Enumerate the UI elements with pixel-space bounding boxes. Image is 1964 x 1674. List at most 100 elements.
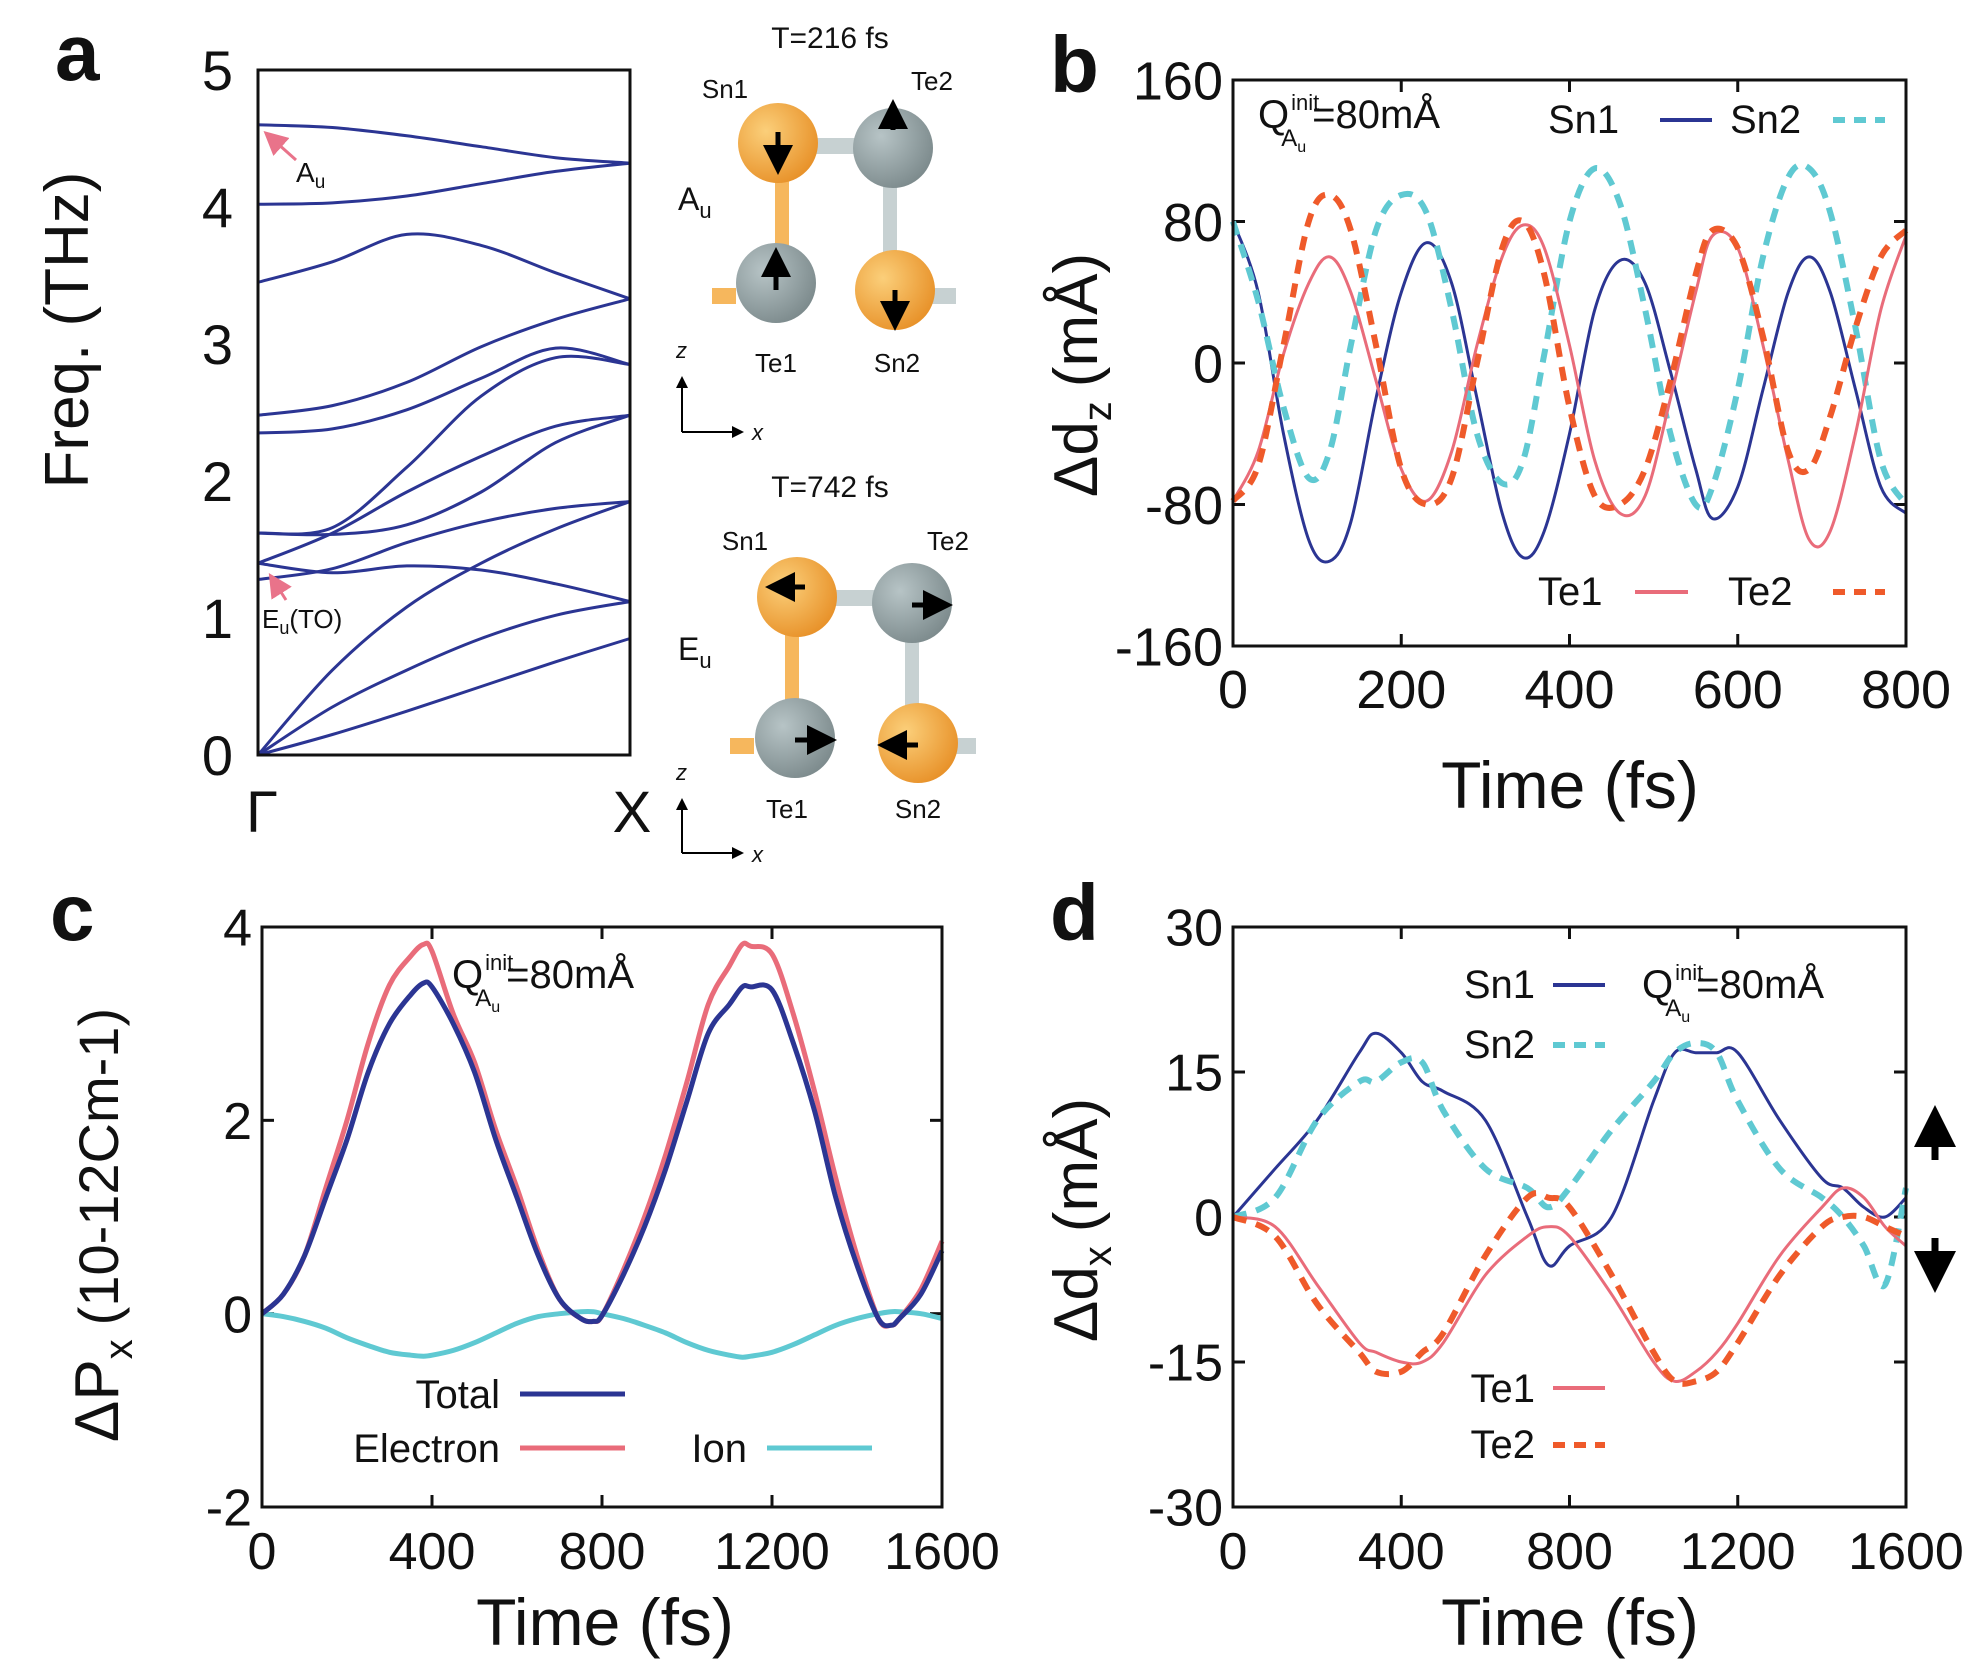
panel-c-ylabel: ΔPx (10-12Cm-1) bbox=[63, 1008, 141, 1442]
eu-label: E bbox=[262, 604, 279, 634]
x-tick-label: 1600 bbox=[1848, 1523, 1964, 1581]
band-line bbox=[257, 297, 631, 417]
eu-axis-z: z bbox=[675, 760, 687, 785]
band-line bbox=[257, 637, 631, 757]
au-mode-label: A bbox=[678, 181, 700, 217]
x-tick-label: 400 bbox=[389, 1523, 476, 1581]
eu-mode-label: E bbox=[678, 631, 699, 667]
panel-b-ylabel: Δdz (mÅ) bbox=[1042, 253, 1120, 497]
svg-text:Au: Au bbox=[296, 157, 325, 193]
y-tick-label: 2 bbox=[223, 1093, 252, 1151]
band-line bbox=[256, 500, 631, 756]
panel-d-ticks: 0 400 800 1200 1600 -30 -15 0 15 30 bbox=[1148, 900, 1964, 1581]
legend-label-te2: Te2 bbox=[1471, 1423, 1536, 1467]
svg-text:Au: Au bbox=[678, 181, 712, 223]
x-tick-label: 800 bbox=[1861, 660, 1951, 720]
panel-c-ylabel-main: ΔP bbox=[63, 1359, 132, 1442]
x-tick-label: 1200 bbox=[1680, 1523, 1796, 1581]
eu-axis-x: x bbox=[751, 842, 764, 867]
y-tick-label: 0 bbox=[1194, 1190, 1223, 1248]
panel-a-xtick-gamma: Γ bbox=[246, 780, 278, 845]
legend-label-sn2: Sn2 bbox=[1730, 98, 1801, 142]
band-line bbox=[257, 561, 631, 604]
eu-mode-label-sub: u bbox=[699, 648, 711, 673]
au-atom-te2: Te2 bbox=[911, 66, 953, 96]
eu-bond bbox=[730, 738, 754, 754]
au-atom-sn1: Sn1 bbox=[702, 74, 748, 104]
panel-b-legend: Sn1 Sn2 Te1 Te2 bbox=[1538, 98, 1885, 614]
panel-c-annotation: Qinit Au=80mÅ bbox=[452, 950, 634, 1016]
legend-label-electron: Electron bbox=[353, 1427, 500, 1471]
panel-a-ylabel: Freq. (THz) bbox=[33, 172, 102, 489]
au-label: A bbox=[296, 157, 315, 188]
x-tick-label: 600 bbox=[1693, 660, 1783, 720]
panel-b: b Δdz (mÅ) 0 200 400 600 800 -160 -80 0 80 160 Tim… bbox=[1042, 20, 1951, 822]
svg-text:Eu(TO): Eu(TO) bbox=[262, 604, 342, 638]
panel-d-legend: Sn1 Sn2 Te1 Te2 bbox=[1464, 963, 1605, 1467]
band-line bbox=[257, 600, 631, 757]
panel-c-legend: Total Electron Ion bbox=[353, 1373, 872, 1471]
y-tick-label: 1 bbox=[202, 587, 233, 650]
au-mode-structure: T=216 fs Au Sn1 Te2 Te1 Sn2 z x bbox=[675, 22, 956, 445]
x-tick-label: 1600 bbox=[884, 1523, 1000, 1581]
x-tick-label: 200 bbox=[1356, 660, 1446, 720]
panel-d-ylabel: Δdx (mÅ) bbox=[1042, 1098, 1120, 1342]
y-tick-label: 2 bbox=[202, 450, 233, 513]
legend-label-te1: Te1 bbox=[1538, 570, 1603, 614]
panel-b-ticks: 0 200 400 600 800 -160 -80 0 80 160 bbox=[1115, 51, 1951, 720]
eu-label-sub: u bbox=[279, 618, 289, 638]
au-bond bbox=[930, 288, 956, 304]
au-bond bbox=[712, 288, 736, 304]
band-line bbox=[257, 500, 631, 582]
panel-d-series-lines bbox=[1231, 1031, 1909, 1387]
panel-b-series-lines bbox=[1230, 161, 1909, 564]
au-pointer-arrow bbox=[263, 131, 297, 162]
band-line bbox=[257, 354, 631, 536]
legend-label-sn2: Sn2 bbox=[1464, 1023, 1535, 1067]
y-tick-label: 4 bbox=[223, 900, 252, 958]
panel-b-ylabel-unit: (mÅ) bbox=[1042, 253, 1111, 387]
series-line-te1 bbox=[1231, 223, 1908, 549]
y-tick-label: 3 bbox=[202, 313, 233, 376]
y-tick-label: 0 bbox=[1193, 334, 1223, 394]
eu-mode-structure: T=742 fs Eu Sn1 Te2 Te1 Sn2 z x bbox=[675, 471, 976, 867]
x-tick-label: 400 bbox=[1524, 660, 1614, 720]
panel-c-frame bbox=[260, 925, 944, 1509]
panel-d: d Δdx (mÅ) 0 400 800 1200 1600 -30 -15 0 15 30 Tim… bbox=[1042, 868, 1964, 1659]
eu-atom-te2: Te2 bbox=[927, 526, 969, 556]
y-tick-label: 5 bbox=[202, 39, 233, 102]
series-line-total bbox=[260, 979, 945, 1329]
panel-a-xtick-x: X bbox=[613, 780, 652, 845]
au-annotation: Au bbox=[263, 131, 325, 193]
panel-b-annotation: Qinit Au=80mÅ bbox=[1258, 90, 1440, 156]
series-line-sn2 bbox=[1231, 1039, 1909, 1290]
series-line-te2 bbox=[1231, 1190, 1908, 1387]
panel-c-ylabel-sub: x bbox=[97, 1339, 141, 1359]
au-mode-label-sub: u bbox=[699, 198, 711, 223]
legend-label-total: Total bbox=[416, 1373, 501, 1417]
y-tick-label: -160 bbox=[1115, 617, 1223, 677]
legend-label-sn1: Sn1 bbox=[1548, 98, 1619, 142]
x-tick-label: 0 bbox=[1218, 660, 1248, 720]
panel-d-frame bbox=[1231, 925, 1908, 1509]
eu-atom-te1: Te1 bbox=[766, 794, 808, 824]
x-tick-label: 400 bbox=[1358, 1523, 1445, 1581]
eu-atom-sn1: Sn1 bbox=[722, 526, 768, 556]
series-line-sn1 bbox=[1231, 1031, 1908, 1268]
band-line bbox=[257, 161, 631, 206]
series-line-te2 bbox=[1230, 191, 1909, 511]
panel-d-xlabel: Time (fs) bbox=[1441, 1585, 1699, 1659]
y-tick-label: 80 bbox=[1163, 193, 1223, 253]
legend-label-sn1: Sn1 bbox=[1464, 963, 1535, 1007]
panel-c-ylabel-unit: (10-12Cm-1) bbox=[67, 1008, 130, 1325]
x-tick-label: 0 bbox=[248, 1523, 277, 1581]
legend-label-ion: Ion bbox=[691, 1427, 747, 1471]
y-tick-label: 0 bbox=[202, 724, 233, 787]
panel-b-frame bbox=[1231, 78, 1908, 648]
au-atom-te1: Te1 bbox=[755, 348, 797, 378]
band-line bbox=[257, 346, 631, 435]
series-line-sn2 bbox=[1230, 161, 1909, 512]
svg-text:Eu: Eu bbox=[678, 631, 712, 673]
au-label-sub: u bbox=[315, 172, 326, 193]
